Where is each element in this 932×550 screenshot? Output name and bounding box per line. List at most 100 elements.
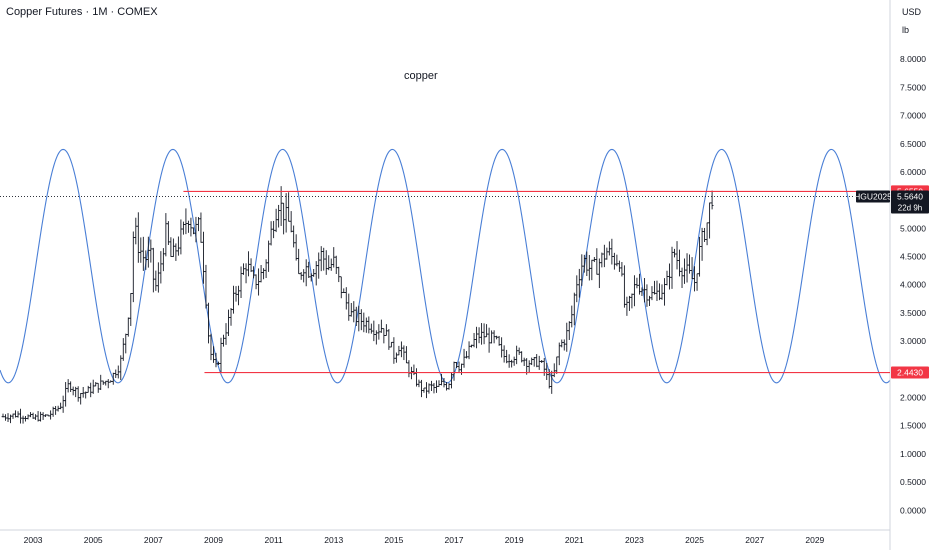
price-bar: [224, 323, 228, 345]
price-bar: [500, 337, 504, 358]
price-bar: [79, 392, 83, 405]
price-bar: [36, 411, 40, 422]
plot-area[interactable]: [0, 148, 890, 424]
price-bar: [116, 365, 120, 379]
price-bar: [517, 347, 521, 355]
y-tick-label: 8.0000: [900, 54, 926, 64]
price-bar: [660, 284, 664, 300]
price-bar: [279, 186, 283, 226]
y-tick-label: 1.0000: [900, 449, 926, 459]
price-bar: [397, 345, 401, 356]
price-bars: [1, 186, 714, 424]
price-bar: [121, 338, 125, 361]
price-bar: [602, 244, 606, 268]
price-bar: [668, 263, 671, 290]
price-bar: [177, 236, 180, 256]
price-bar: [189, 217, 193, 237]
price-bar: [89, 382, 93, 398]
price-bar: [392, 337, 396, 364]
price-bar: [382, 328, 386, 344]
price-bar: [179, 219, 183, 255]
price-bar: [56, 405, 60, 412]
price-bar: [607, 241, 611, 256]
price-bar: [653, 280, 656, 295]
price-bar: [467, 341, 471, 360]
price-bar: [274, 208, 278, 233]
price-bar: [6, 413, 10, 423]
price-bar: [182, 221, 185, 235]
price-bar: [247, 251, 250, 277]
price-bar: [407, 360, 411, 378]
price-bar: [24, 416, 27, 422]
price-bar: [139, 237, 143, 263]
price-bar: [242, 263, 245, 275]
price-bar: [592, 257, 596, 263]
price-bar: [324, 250, 328, 275]
price-bar: [628, 295, 631, 311]
x-tick-label: 2005: [84, 535, 103, 545]
price-bar: [197, 217, 200, 232]
price-bar: [620, 262, 624, 277]
price-bar: [658, 283, 661, 301]
x-tick-label: 2027: [745, 535, 764, 545]
price-bar: [482, 323, 486, 345]
price-bar: [106, 379, 110, 389]
price-bar: [572, 292, 576, 326]
price-bar: [610, 238, 614, 265]
y-tick-label: 2.0000: [900, 393, 926, 403]
price-bar: [124, 333, 128, 354]
price-bar: [597, 258, 601, 289]
price-bar: [46, 414, 50, 417]
price-bar: [222, 334, 225, 347]
price-bar: [542, 357, 546, 376]
y-tick-label: 6.0000: [900, 167, 926, 177]
price-bar: [227, 309, 230, 336]
price-bar: [337, 266, 341, 283]
price-bar: [267, 240, 271, 272]
price-bar: [352, 301, 356, 323]
unit-label[interactable]: lb: [902, 25, 910, 35]
price-bar: [537, 355, 541, 370]
price-bar: [259, 265, 263, 283]
price-bar: [141, 236, 145, 271]
x-tick-label: 2025: [685, 535, 704, 545]
price-bar: [101, 380, 105, 385]
price-bar: [705, 222, 709, 246]
price-bar: [645, 284, 649, 307]
price-bar: [565, 322, 569, 352]
price-bar: [655, 280, 659, 301]
price-bar: [362, 312, 366, 333]
price-bar: [412, 364, 416, 376]
price-bar: [575, 275, 579, 303]
price-bar: [34, 414, 37, 420]
price-bar: [477, 327, 481, 344]
currency-label[interactable]: USD: [902, 7, 922, 17]
price-bar: [31, 412, 35, 419]
price-bar: [465, 351, 468, 359]
price-bar: [590, 259, 594, 281]
price-bar: [164, 213, 168, 257]
y-tick-label: 0.0000: [900, 505, 926, 515]
price-bar: [69, 381, 73, 393]
price-bar: [4, 414, 7, 421]
price-bar: [710, 190, 714, 210]
price-bar: [377, 324, 381, 340]
price-bar: [282, 202, 286, 235]
price-bar: [171, 238, 175, 258]
x-tick-label: 2029: [805, 535, 824, 545]
price-bar: [695, 273, 699, 291]
price-bar: [540, 359, 544, 363]
price-bar: [595, 248, 599, 275]
price-bar: [269, 221, 273, 246]
price-bar: [374, 330, 378, 345]
price-bar: [61, 395, 65, 413]
last-price-badge: [891, 190, 929, 214]
price-bar: [21, 415, 25, 424]
price-bar: [94, 382, 98, 387]
price-bar: [487, 327, 491, 353]
price-bar: [339, 276, 343, 299]
price-bar: [84, 391, 88, 399]
price-bar: [349, 302, 353, 317]
price-bar: [552, 363, 556, 378]
